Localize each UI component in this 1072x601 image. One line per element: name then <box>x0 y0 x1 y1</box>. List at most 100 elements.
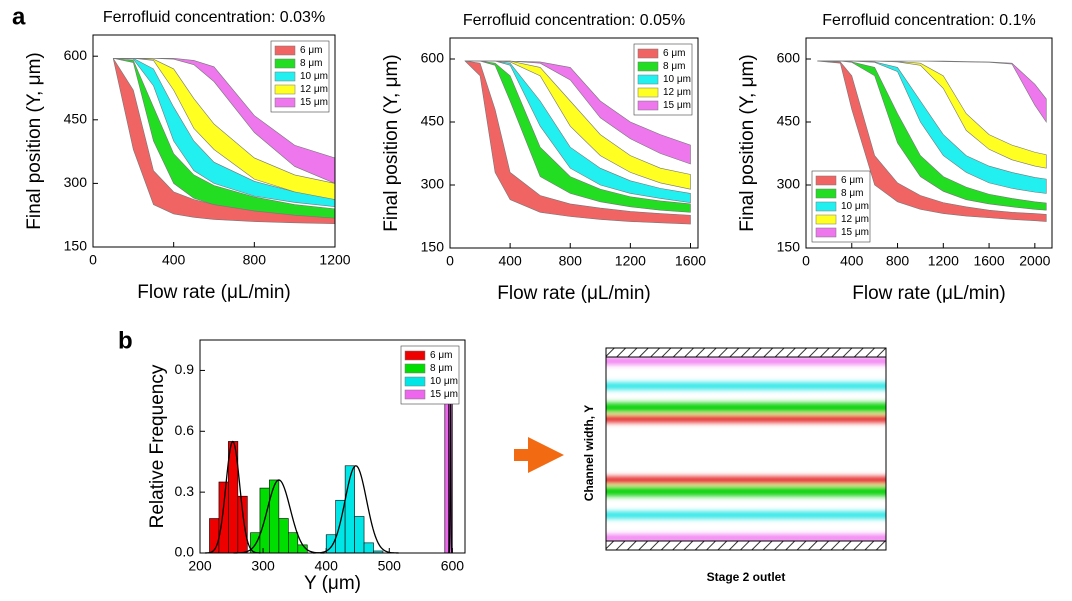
legend-swatch <box>274 45 296 56</box>
legend-label: 12 μm <box>663 87 691 98</box>
legend-label: 10 μm <box>663 74 691 85</box>
legend-swatch <box>404 389 426 400</box>
chart: Ferrofluid concentration: 0.1% Flow rate … <box>737 12 1053 304</box>
histogram-bar <box>269 479 280 554</box>
chart-title: Ferrofluid concentration: 0.03% <box>103 9 325 26</box>
y-tick-label: 300 <box>64 174 88 190</box>
legend-label: 15 μm <box>841 227 869 238</box>
y-axis-label: Final position (Y, μm) <box>24 52 45 229</box>
legend-swatch <box>815 227 837 238</box>
plot-frame <box>92 34 336 248</box>
band-area <box>465 60 691 165</box>
legend-swatch <box>637 48 659 59</box>
legend-swatch <box>274 58 296 69</box>
x-tick-label: 0 <box>802 253 810 269</box>
x-tick-label: 600 <box>441 558 465 574</box>
legend: 6 μm 8 μm 10 μm 12 μm 15 μm <box>633 43 693 116</box>
y-tick-label: 450 <box>64 111 88 127</box>
x-tick-label: 200 <box>188 558 212 574</box>
plot-frame <box>449 37 699 249</box>
y-tick-label: 300 <box>421 176 445 192</box>
x-tick-label: 800 <box>559 253 583 269</box>
chart-title: Ferrofluid concentration: 0.1% <box>822 12 1035 29</box>
diagram-caption: Stage 2 outlet <box>707 570 786 584</box>
legend-label: 15 μm <box>300 97 328 108</box>
y-tick-label: 150 <box>64 238 88 254</box>
band-area <box>817 60 1047 194</box>
legend-swatch <box>815 214 837 225</box>
legend-swatch <box>404 363 426 374</box>
y-tick-label: 600 <box>777 50 801 66</box>
legend: 6 μm 8 μm 10 μm 15 μm <box>400 345 460 405</box>
y-tick-label: 450 <box>777 113 801 129</box>
x-tick-label: 400 <box>840 253 864 269</box>
legend-label: 10 μm <box>430 376 458 387</box>
x-tick-label: 1200 <box>319 252 350 268</box>
legend: 6 μm 8 μm 10 μm 12 μm 15 μm <box>811 170 871 243</box>
y-axis-label: Relative Frequency <box>147 364 168 528</box>
diagram-y-label: Channel width, Y <box>582 405 596 501</box>
y-tick-label: 0.6 <box>175 422 195 438</box>
y-tick-label: 0.9 <box>175 361 195 377</box>
legend-label: 12 μm <box>300 84 328 95</box>
band-area <box>465 60 691 213</box>
legend-label: 6 μm <box>841 175 863 186</box>
plot-area <box>205 349 453 554</box>
panel-label: a <box>12 3 26 30</box>
legend-label: 6 μm <box>663 48 685 59</box>
x-tick-label: 400 <box>498 253 522 269</box>
x-axis-label: Flow rate (μL/min) <box>137 282 290 303</box>
histogram-bar <box>218 481 229 554</box>
x-tick-label: 400 <box>162 252 186 268</box>
legend-label: 12 μm <box>841 214 869 225</box>
y-tick-label: 150 <box>421 239 445 255</box>
histogram-bar <box>288 532 299 554</box>
y-tick-label: 0.3 <box>175 483 195 499</box>
band-area <box>817 60 1047 123</box>
plot-area <box>817 60 1047 222</box>
legend-label: 8 μm <box>430 363 452 374</box>
x-tick-label: 0 <box>89 252 97 268</box>
legend-label: 6 μm <box>300 45 322 56</box>
fit-curve <box>312 465 399 554</box>
y-axis-label: Final position (Y, μm) <box>737 54 758 231</box>
legend-label: 8 μm <box>663 61 685 72</box>
x-tick-label: 800 <box>886 253 910 269</box>
panel-label: b <box>118 327 133 354</box>
legend-swatch <box>815 201 837 212</box>
legend-swatch <box>404 350 426 361</box>
band-area <box>465 60 691 203</box>
legend-swatch <box>274 84 296 95</box>
band-area <box>817 60 1047 211</box>
legend-swatch <box>637 74 659 85</box>
legend-swatch <box>637 61 659 72</box>
x-tick-label: 400 <box>315 558 339 574</box>
legend-label: 10 μm <box>841 201 869 212</box>
histogram-bar <box>354 516 365 554</box>
x-tick-label: 800 <box>243 252 267 268</box>
plot-frame <box>805 37 1053 249</box>
legend-swatch <box>274 71 296 82</box>
channel-diagram <box>605 347 887 551</box>
band-area <box>464 60 691 225</box>
y-tick-label: 600 <box>421 50 445 66</box>
legend-swatch <box>815 175 837 186</box>
chart-title: Ferrofluid concentration: 0.05% <box>463 12 685 29</box>
legend-label: 15 μm <box>430 389 458 400</box>
fit-curve <box>233 479 325 554</box>
histogram-bar <box>278 518 289 554</box>
legend-swatch <box>815 188 837 199</box>
legend-label: 15 μm <box>663 100 691 111</box>
legend-label: 8 μm <box>300 58 322 69</box>
x-axis-label: Flow rate (μL/min) <box>497 283 650 304</box>
x-tick-label: 1200 <box>928 253 959 269</box>
y-tick-label: 300 <box>777 176 801 192</box>
y-axis-label: Final position (Y, μm) <box>381 54 402 231</box>
x-tick-label: 1600 <box>675 253 706 269</box>
x-tick-label: 500 <box>378 558 402 574</box>
legend: 6 μm 8 μm 10 μm 12 μm 15 μm <box>270 40 330 113</box>
y-tick-label: 0.0 <box>175 544 195 560</box>
x-tick-label: 1600 <box>973 253 1004 269</box>
x-tick-label: 300 <box>251 558 275 574</box>
